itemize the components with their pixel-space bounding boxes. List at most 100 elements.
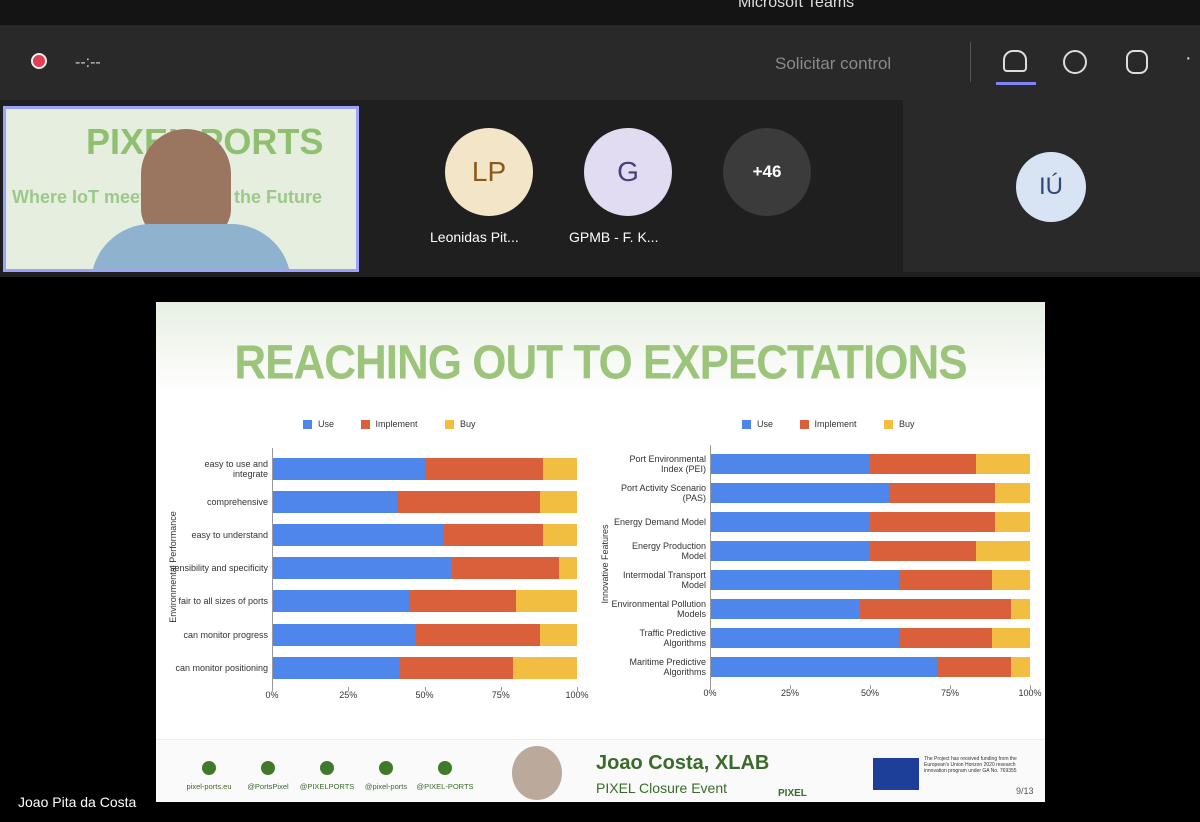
tick-mark: [500, 687, 502, 692]
legend-swatch: [360, 419, 370, 429]
bar-segment: [870, 453, 976, 474]
bar-segment: [710, 453, 870, 474]
bar-segment: [991, 569, 1030, 590]
overflow-avatar[interactable]: +46: [723, 128, 811, 216]
avatar[interactable]: LP: [445, 128, 533, 216]
speaker-name: Joao Costa, XLAB: [596, 752, 770, 774]
category-label: Port Environmental Index (PEI): [629, 453, 706, 474]
bar-segment: [710, 511, 870, 532]
bar-segment: [710, 482, 890, 503]
speaker-photo: [512, 746, 562, 800]
link-icon: [379, 761, 393, 775]
tick-mark: [424, 687, 426, 692]
bar-segment: [870, 511, 995, 532]
x-tick-label: 25%: [339, 690, 358, 700]
bar-segment: [272, 656, 401, 679]
tick-mark: [710, 684, 711, 689]
avatar[interactable]: IÚ: [1016, 152, 1086, 222]
link-text: @PIXELPORTS: [299, 782, 355, 791]
x-tick-label: 100%: [1018, 688, 1042, 698]
tick-mark: [272, 687, 273, 692]
bar-segment: [710, 657, 938, 678]
timer: --:--: [75, 54, 101, 71]
bar-segment: [424, 457, 544, 480]
person-body: [91, 224, 291, 269]
x-tick-label: 100%: [565, 690, 589, 700]
link-icon: [438, 761, 452, 775]
tick-mark: [870, 684, 871, 689]
bar-segment: [512, 656, 577, 679]
bar-segment: [415, 623, 541, 646]
legend-label: Use: [757, 419, 774, 429]
page-number: 9/13: [1016, 786, 1034, 796]
legend-item: Implement: [799, 419, 857, 429]
legend-label: Buy: [460, 419, 476, 429]
axis-line: [272, 448, 273, 689]
eu-flag: [873, 758, 919, 790]
bar-segment: [1010, 599, 1030, 620]
legend-label: Buy: [899, 419, 915, 429]
legend-label: Use: [318, 419, 335, 429]
bar-segment: [898, 569, 992, 590]
tick-mark: [790, 684, 791, 689]
tick-mark: [348, 687, 350, 692]
bar-segment: [272, 524, 443, 546]
self-tile: IÚ: [903, 100, 1200, 272]
participants-button[interactable]: [1003, 50, 1027, 72]
legend-item: Buy: [884, 419, 915, 429]
eu-note: The Project has received funding from th…: [924, 756, 1017, 774]
category-label: easy to understand: [191, 530, 268, 540]
more-button[interactable]: ·: [1185, 47, 1192, 69]
event-name: PIXEL Closure Event: [596, 780, 727, 796]
category-label: Intermodal Transport Model: [622, 569, 706, 590]
category-label: comprehensive: [206, 496, 268, 507]
participant-strip: PIXEL PORTS Where IoT meets Ports of the…: [0, 100, 1200, 277]
bar-segment: [991, 628, 1030, 649]
legend-label: Implement: [375, 419, 418, 429]
bar-segment: [409, 590, 516, 613]
bar-segment: [937, 657, 1011, 678]
legend-swatch: [303, 419, 312, 429]
participant-name: GPMB - F. K...: [569, 229, 659, 245]
x-tick-label: 50%: [415, 690, 434, 700]
pixel-logo: PIXEL: [778, 788, 807, 799]
bar-segment: [451, 557, 559, 580]
category-label: Energy Demand Model: [613, 516, 706, 527]
bar-segment: [558, 557, 577, 580]
category-label: Environmental Pollution Models: [611, 599, 706, 620]
link-text: @PortsPixel: [247, 782, 289, 791]
slide-title: REACHING OUT TO EXPECTATIONS: [234, 335, 967, 390]
legend-swatch: [445, 419, 454, 429]
category-label: fair to all sizes of ports: [178, 596, 268, 607]
request-control-button[interactable]: Solicitar control: [775, 54, 892, 73]
legend-swatch: [742, 419, 751, 429]
category-label: Energy Production Model: [631, 540, 706, 561]
bar-segment: [543, 524, 577, 546]
bar-segment: [272, 623, 416, 646]
link-icon: [202, 761, 216, 775]
bar-segment: [397, 490, 541, 513]
bar-segment: [1010, 657, 1030, 678]
chat-button[interactable]: [1063, 50, 1087, 74]
bar-segment: [442, 524, 544, 546]
tick-mark: [950, 684, 951, 689]
legend-swatch: [799, 419, 809, 429]
avatar[interactable]: G: [584, 128, 672, 216]
category-label: Port Activity Scenario (PAS): [620, 482, 706, 503]
bar-segment: [272, 557, 452, 580]
raise-hand-button[interactable]: [1126, 50, 1148, 74]
bar-segment: [710, 540, 870, 561]
record-icon[interactable]: [31, 53, 47, 69]
legend-item: Use: [303, 419, 334, 429]
category-label: can monitor positioning: [175, 662, 268, 673]
bar-segment: [540, 623, 577, 646]
legend-item: Implement: [360, 419, 418, 429]
bar-segment: [710, 569, 899, 590]
slide-header: [156, 302, 1045, 392]
legend-label: Implement: [814, 419, 857, 429]
bar-segment: [975, 453, 1030, 474]
category-label: sensibility and specificity: [169, 563, 268, 574]
x-tick-label: 25%: [780, 688, 800, 698]
bar-segment: [272, 590, 410, 613]
